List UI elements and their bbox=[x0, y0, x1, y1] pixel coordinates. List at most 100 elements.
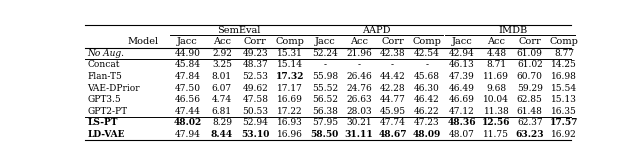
Text: -: - bbox=[323, 60, 326, 69]
Text: Comp: Comp bbox=[550, 37, 579, 46]
Text: 47.58: 47.58 bbox=[243, 95, 268, 104]
Text: 6.81: 6.81 bbox=[212, 107, 232, 116]
Text: LD-VAE: LD-VAE bbox=[88, 130, 125, 139]
Text: 46.56: 46.56 bbox=[175, 95, 200, 104]
Text: 42.54: 42.54 bbox=[414, 49, 440, 58]
Text: 31.11: 31.11 bbox=[345, 130, 374, 139]
Text: 47.50: 47.50 bbox=[175, 84, 200, 93]
Text: Corr: Corr bbox=[518, 37, 541, 46]
Text: 45.84: 45.84 bbox=[175, 60, 200, 69]
Text: 16.96: 16.96 bbox=[276, 130, 303, 139]
Text: 16.69: 16.69 bbox=[276, 95, 303, 104]
Text: 47.94: 47.94 bbox=[175, 130, 200, 139]
Text: 47.12: 47.12 bbox=[449, 107, 475, 116]
Text: 26.46: 26.46 bbox=[346, 72, 372, 81]
Text: 58.50: 58.50 bbox=[310, 130, 339, 139]
Text: Corr: Corr bbox=[381, 37, 404, 46]
Text: Concat: Concat bbox=[88, 60, 120, 69]
Text: -: - bbox=[358, 60, 360, 69]
Text: 17.17: 17.17 bbox=[276, 84, 303, 93]
Text: 8.44: 8.44 bbox=[211, 130, 233, 139]
Text: 48.37: 48.37 bbox=[243, 60, 268, 69]
Text: 17.57: 17.57 bbox=[550, 118, 579, 127]
Text: Acc: Acc bbox=[350, 37, 368, 46]
Text: 59.29: 59.29 bbox=[517, 84, 543, 93]
Text: 61.02: 61.02 bbox=[517, 60, 543, 69]
Text: 49.23: 49.23 bbox=[243, 49, 268, 58]
Text: 9.68: 9.68 bbox=[486, 84, 506, 93]
Text: LS-PT: LS-PT bbox=[88, 118, 118, 127]
Text: No Aug.: No Aug. bbox=[88, 49, 124, 58]
Text: 60.70: 60.70 bbox=[517, 72, 543, 81]
Text: 52.94: 52.94 bbox=[243, 118, 268, 127]
Text: 14.25: 14.25 bbox=[551, 60, 577, 69]
Text: 26.63: 26.63 bbox=[346, 95, 372, 104]
Text: -: - bbox=[391, 60, 394, 69]
Text: SemEval: SemEval bbox=[217, 26, 260, 35]
Text: 55.52: 55.52 bbox=[312, 84, 338, 93]
Text: 8.01: 8.01 bbox=[212, 72, 232, 81]
Text: 46.13: 46.13 bbox=[449, 60, 475, 69]
Text: 8.29: 8.29 bbox=[212, 118, 232, 127]
Text: 53.10: 53.10 bbox=[241, 130, 269, 139]
Text: 47.74: 47.74 bbox=[380, 118, 406, 127]
Text: 12.56: 12.56 bbox=[482, 118, 511, 127]
Text: 21.96: 21.96 bbox=[346, 49, 372, 58]
Text: 49.62: 49.62 bbox=[243, 84, 268, 93]
Text: 56.52: 56.52 bbox=[312, 95, 338, 104]
Text: Jacc: Jacc bbox=[177, 37, 198, 46]
Text: 17.32: 17.32 bbox=[275, 72, 304, 81]
Text: 8.71: 8.71 bbox=[486, 60, 506, 69]
Text: 44.42: 44.42 bbox=[380, 72, 405, 81]
Text: 50.53: 50.53 bbox=[243, 107, 268, 116]
Text: GPT3.5: GPT3.5 bbox=[88, 95, 121, 104]
Text: 45.68: 45.68 bbox=[414, 72, 440, 81]
Text: 46.22: 46.22 bbox=[414, 107, 440, 116]
Text: 24.76: 24.76 bbox=[346, 84, 372, 93]
Text: 48.07: 48.07 bbox=[449, 130, 475, 139]
Text: 28.03: 28.03 bbox=[346, 107, 372, 116]
Text: Jacc: Jacc bbox=[452, 37, 472, 46]
Text: 3.25: 3.25 bbox=[212, 60, 232, 69]
Text: AAPD: AAPD bbox=[362, 26, 390, 35]
Text: 15.14: 15.14 bbox=[276, 60, 303, 69]
Text: 15.54: 15.54 bbox=[551, 84, 577, 93]
Text: 46.69: 46.69 bbox=[449, 95, 475, 104]
Text: Acc: Acc bbox=[487, 37, 506, 46]
Text: VAE-DPrior: VAE-DPrior bbox=[88, 84, 140, 93]
Text: 63.23: 63.23 bbox=[515, 130, 544, 139]
Text: Jacc: Jacc bbox=[314, 37, 335, 46]
Text: 16.98: 16.98 bbox=[551, 72, 577, 81]
Text: 55.98: 55.98 bbox=[312, 72, 338, 81]
Text: Comp: Comp bbox=[412, 37, 442, 46]
Text: 48.09: 48.09 bbox=[413, 130, 441, 139]
Text: IMDB: IMDB bbox=[499, 26, 528, 35]
Text: 16.93: 16.93 bbox=[276, 118, 303, 127]
Text: 42.94: 42.94 bbox=[449, 49, 475, 58]
Text: 48.02: 48.02 bbox=[173, 118, 202, 127]
Text: 47.84: 47.84 bbox=[175, 72, 200, 81]
Text: 62.37: 62.37 bbox=[517, 118, 543, 127]
Text: 46.49: 46.49 bbox=[449, 84, 475, 93]
Text: Comp: Comp bbox=[275, 37, 304, 46]
Text: 15.31: 15.31 bbox=[276, 49, 303, 58]
Text: 42.38: 42.38 bbox=[380, 49, 405, 58]
Text: 15.13: 15.13 bbox=[551, 95, 577, 104]
Text: 46.42: 46.42 bbox=[414, 95, 440, 104]
Text: 61.48: 61.48 bbox=[517, 107, 543, 116]
Text: GPT2-PT: GPT2-PT bbox=[88, 107, 127, 116]
Text: 46.30: 46.30 bbox=[414, 84, 440, 93]
Text: Model: Model bbox=[127, 37, 158, 46]
Text: 10.04: 10.04 bbox=[483, 95, 509, 104]
Text: 6.07: 6.07 bbox=[212, 84, 232, 93]
Text: 11.75: 11.75 bbox=[483, 130, 509, 139]
Text: 8.77: 8.77 bbox=[554, 49, 574, 58]
Text: 52.24: 52.24 bbox=[312, 49, 338, 58]
Text: 11.38: 11.38 bbox=[483, 107, 509, 116]
Text: 4.48: 4.48 bbox=[486, 49, 506, 58]
Text: 44.90: 44.90 bbox=[175, 49, 200, 58]
Text: 48.36: 48.36 bbox=[448, 118, 476, 127]
Text: 16.92: 16.92 bbox=[551, 130, 577, 139]
Text: 30.21: 30.21 bbox=[346, 118, 372, 127]
Text: Corr: Corr bbox=[244, 37, 267, 46]
